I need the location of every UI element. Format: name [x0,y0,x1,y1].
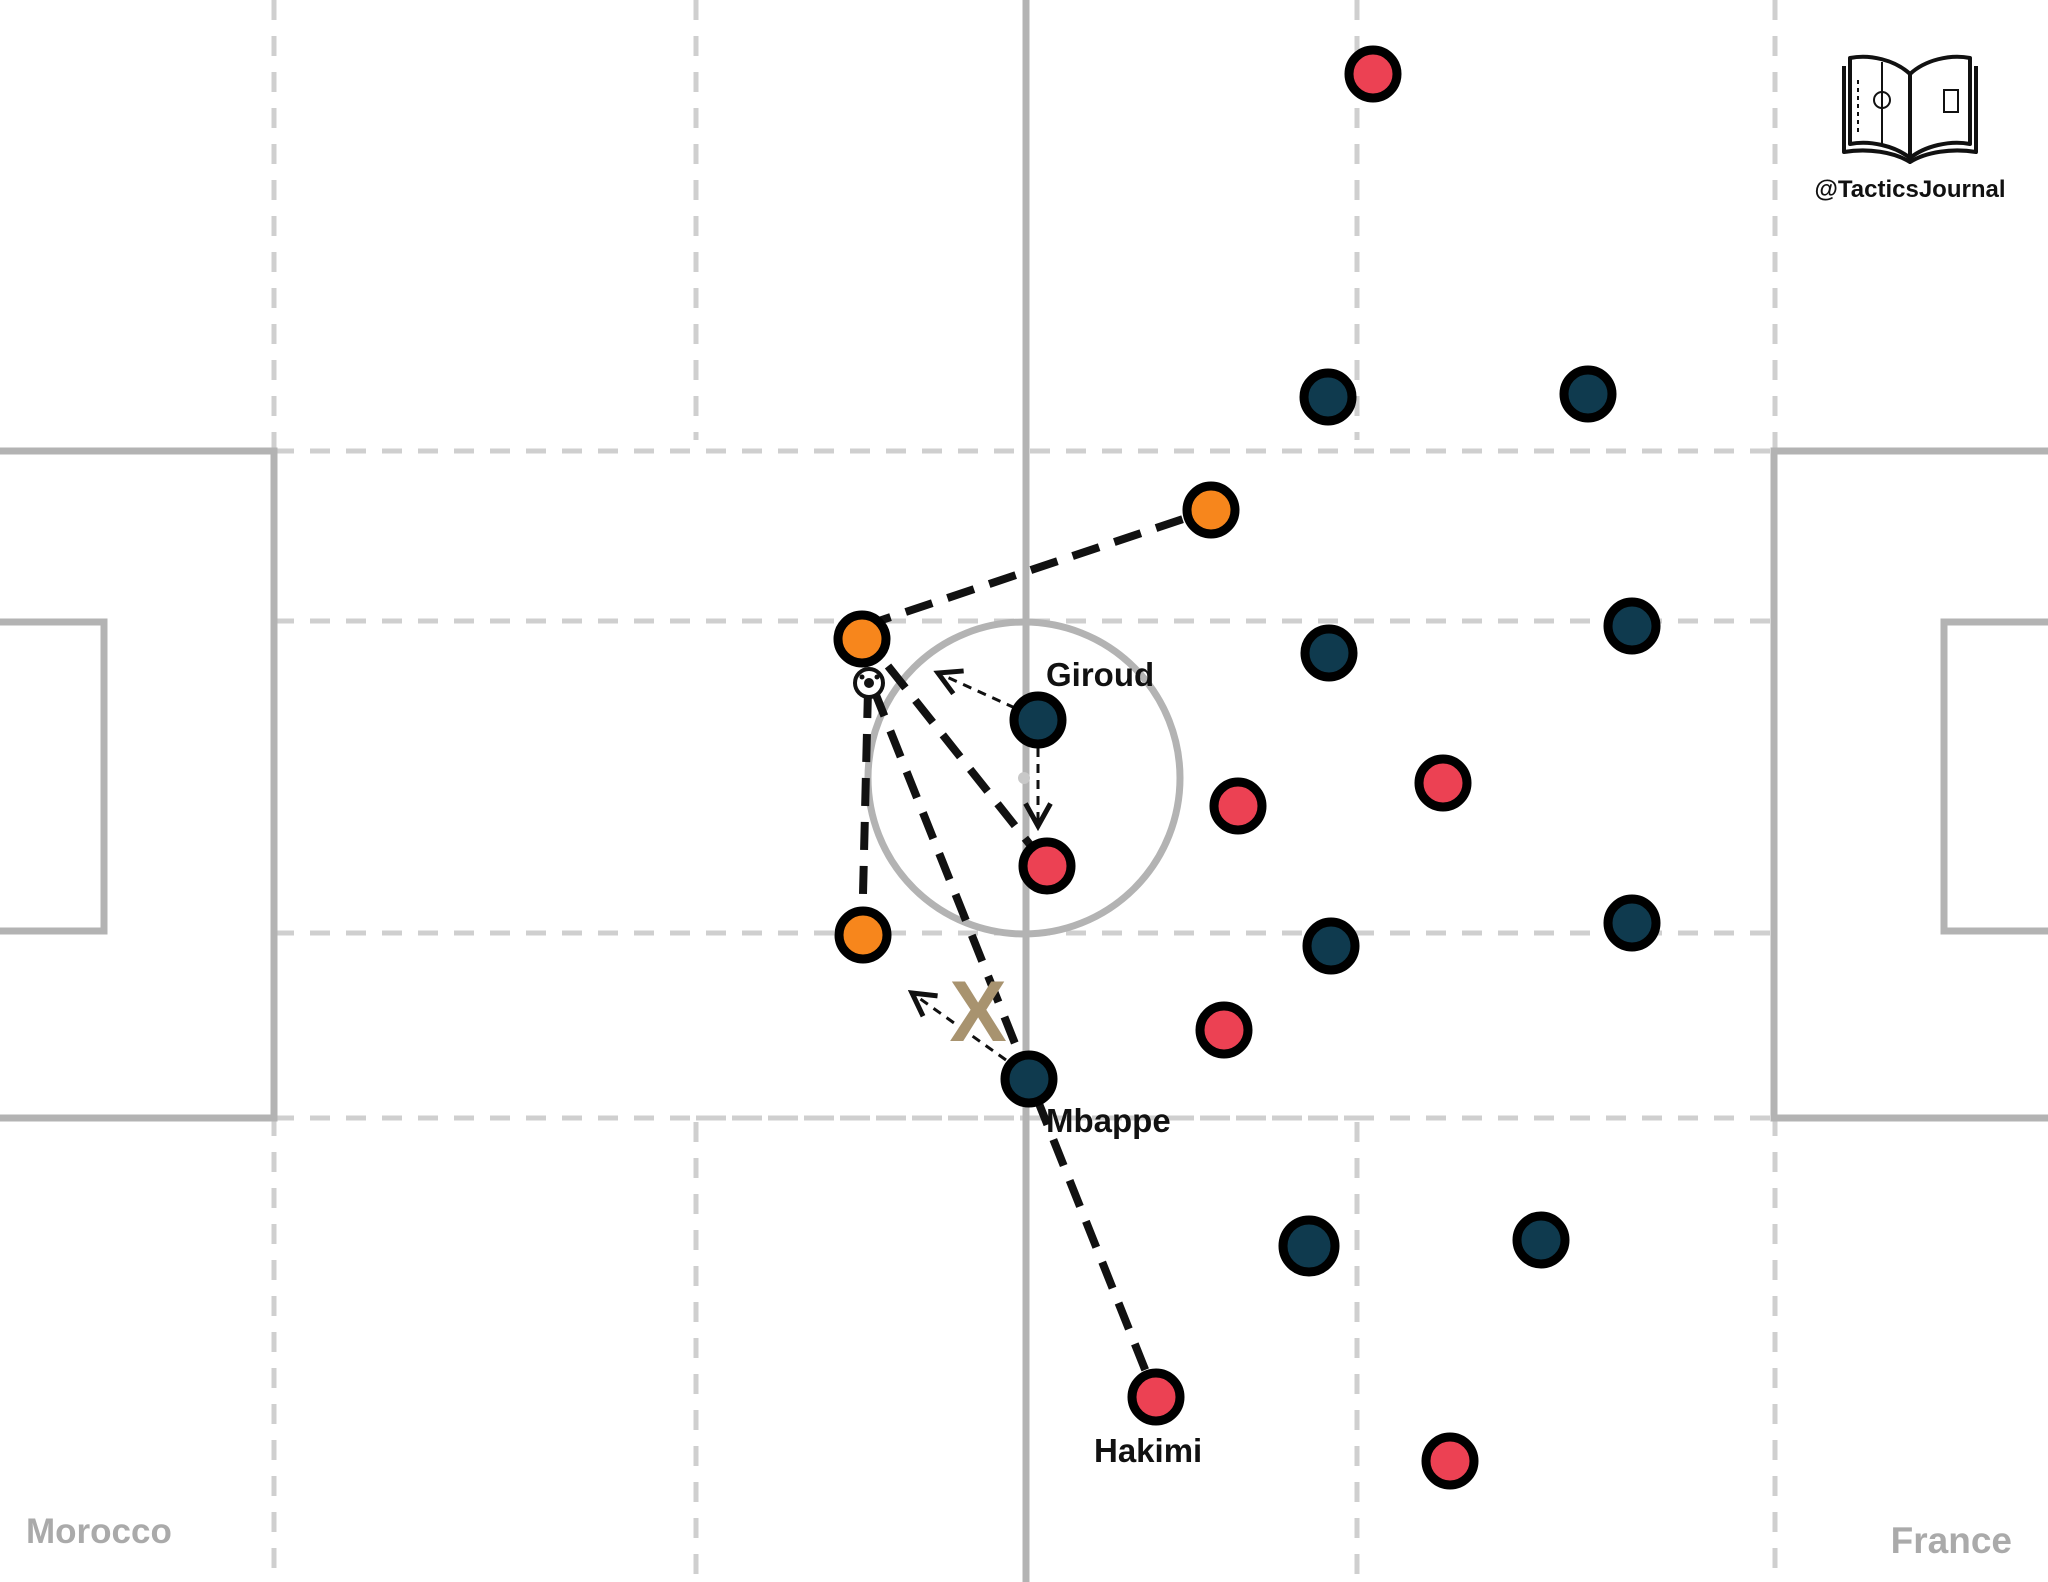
france-player-1 [1299,368,1357,426]
blocked-lane-marker: X [949,964,1006,1060]
morocco-player-right-mid [1182,481,1240,539]
label-giroud: Giroud [1046,656,1154,693]
morocco-player-left-mid [834,906,892,964]
france-player-mbappe [1000,1050,1058,1108]
team-label-france: France [1891,1520,2012,1561]
giroud-press-arrow [938,673,1016,710]
mbappe-press-arrow [912,993,1007,1062]
pass-lane-to-hakimi [870,688,1160,1399]
france-player-6 [1603,894,1661,952]
right-six-yard-box [1940,618,2048,935]
morocco-player-bottom [1421,1432,1479,1490]
morocco-player-hakimi [1127,1368,1185,1426]
france-player-giroud [1009,691,1067,749]
centre-spot [1018,772,1030,784]
morocco-player-mid-1 [1209,777,1267,835]
open-book-pitch-icon [1842,54,1978,164]
brand-logo: @TacticsJournal [1800,44,2020,214]
left-six-yard-box [0,618,108,935]
morocco-player-centre [1018,837,1076,895]
france-player-4 [1603,597,1661,655]
left-penalty-box [0,447,278,1122]
morocco-player-mid-2 [1414,754,1472,812]
morocco-player-mid-3 [1195,1001,1253,1059]
morocco-player-ball-carrier [833,610,891,668]
ball-icon [853,667,885,699]
passing-lanes [858,506,1212,1399]
france-player-3 [1300,624,1358,682]
press-arrows [912,673,1038,1062]
team-label-morocco: Morocco [26,1512,172,1551]
right-penalty-box [1770,447,2048,1122]
france-player-5 [1302,917,1360,975]
france-player-8 [1512,1211,1570,1269]
brand-handle: @TacticsJournal [1814,176,2006,203]
france-player-2 [1559,365,1617,423]
label-hakimi: Hakimi [1094,1432,1202,1469]
pass-lane-to-left-midfielder [858,689,872,936]
pass-lane-to-right-midfielder [862,506,1212,630]
label-mbappe: Mbappe [1046,1102,1171,1139]
france-player-7 [1278,1215,1340,1277]
players [833,45,1661,1490]
centre-circle [864,618,1184,938]
morocco-player-top [1344,45,1402,103]
